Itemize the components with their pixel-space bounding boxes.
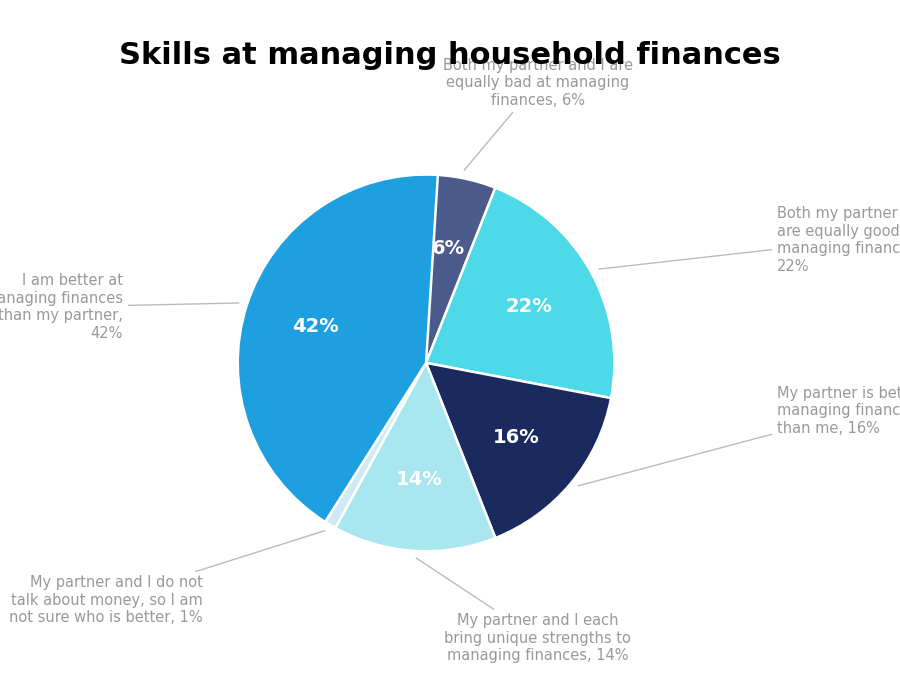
Text: Both my partner and I are
equally bad at managing
finances, 6%: Both my partner and I are equally bad at… bbox=[443, 57, 633, 170]
Text: 6%: 6% bbox=[431, 239, 464, 258]
Text: 22%: 22% bbox=[505, 297, 552, 316]
Text: Both my partner and I
are equally good at
managing finances,
22%: Both my partner and I are equally good a… bbox=[598, 206, 900, 274]
Text: 42%: 42% bbox=[292, 317, 338, 336]
Wedge shape bbox=[336, 363, 495, 551]
Text: I am better at
managing finances
than my partner,
42%: I am better at managing finances than my… bbox=[0, 273, 238, 341]
Text: 14%: 14% bbox=[395, 470, 442, 489]
Text: My partner and I do not
talk about money, so I am
not sure who is better, 1%: My partner and I do not talk about money… bbox=[9, 531, 325, 625]
Text: Skills at managing household finances: Skills at managing household finances bbox=[119, 41, 781, 70]
Wedge shape bbox=[325, 363, 426, 528]
Text: 16%: 16% bbox=[492, 428, 539, 447]
Text: My partner is better at
managing finances
than me, 16%: My partner is better at managing finance… bbox=[578, 386, 900, 486]
Wedge shape bbox=[426, 174, 495, 363]
Wedge shape bbox=[238, 174, 438, 522]
Wedge shape bbox=[426, 188, 615, 398]
Text: My partner and I each
bring unique strengths to
managing finances, 14%: My partner and I each bring unique stren… bbox=[416, 558, 631, 663]
Wedge shape bbox=[426, 363, 611, 538]
